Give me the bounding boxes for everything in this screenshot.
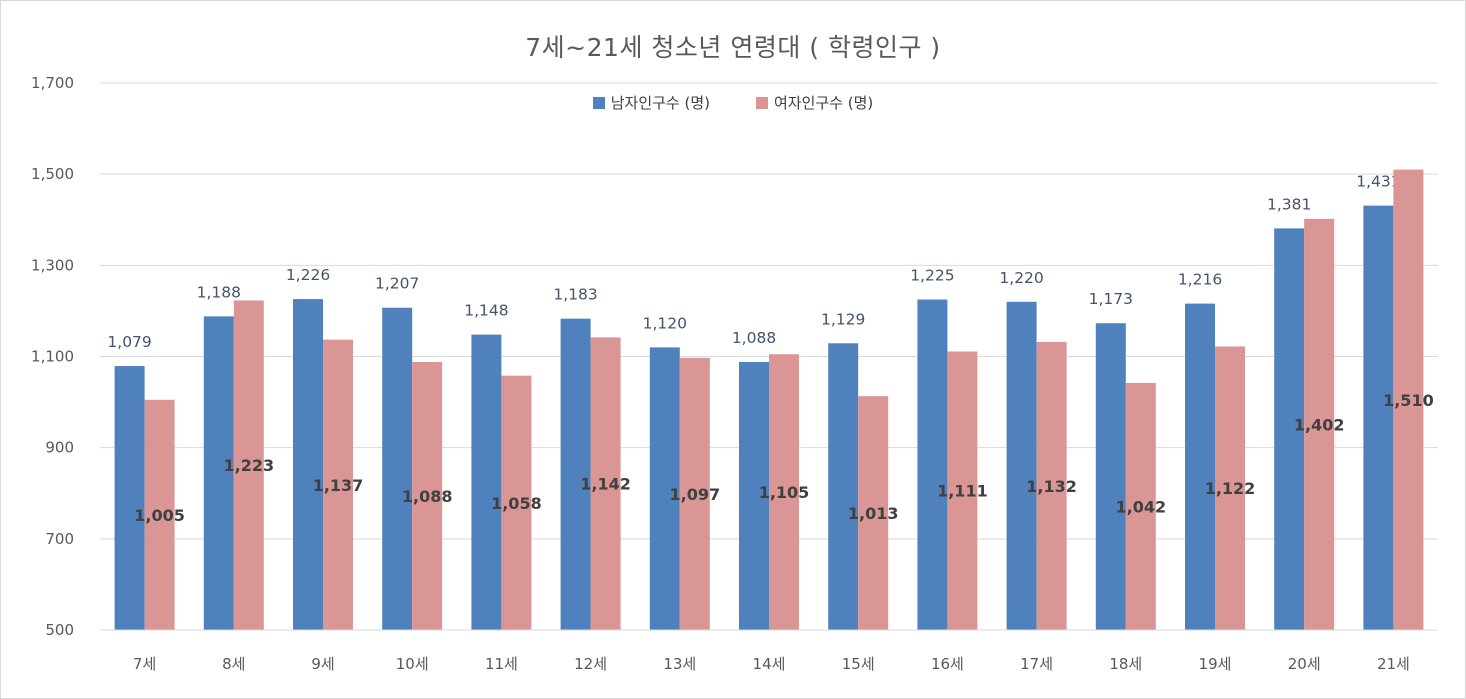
chart-legend: 남자인구수 (명) 여자인구수 (명) [0,92,1466,113]
data-label-male: 1,183 [553,286,597,304]
legend-item-female: 여자인구수 (명) [756,92,873,113]
bar-male [1274,228,1305,630]
data-label-female: 1,402 [1294,415,1345,434]
data-label-male: 1,088 [732,329,776,347]
bar-male [560,318,591,630]
data-label-female: 1,223 [223,456,274,475]
y-tick-label: 1,700 [31,74,74,92]
legend-label-male: 남자인구수 (명) [610,94,710,112]
bar-male [293,299,323,630]
data-label-female: 1,510 [1383,391,1434,410]
x-tick-label: 12세 [574,655,607,673]
data-label-male: 1,220 [999,269,1043,287]
x-tick-label: 7세 [133,655,156,673]
x-tick-label: 9세 [311,655,334,673]
x-tick-label: 11세 [485,655,518,673]
x-tick-label: 20세 [1288,655,1321,673]
data-label-female: 1,058 [491,494,542,513]
x-tick-label: 13세 [663,655,696,673]
x-tick-label: 17세 [1020,655,1053,673]
data-label-male: 1,431 [1356,173,1400,191]
y-tick-label: 1,500 [31,165,74,183]
bar-male [114,366,145,630]
data-label-male: 1,079 [107,333,151,351]
data-label-female: 1,122 [1205,479,1256,498]
data-label-male: 1,381 [1267,195,1311,213]
bar-male [1095,323,1126,630]
bar-female [233,300,264,630]
bar-female [1215,346,1245,630]
bar-female [1036,341,1067,630]
bar-female [769,354,799,630]
bar-male [1185,303,1215,630]
x-tick-label: 16세 [931,655,964,673]
data-label-male: 1,129 [821,310,865,328]
bar-female [947,351,978,630]
data-label-female: 1,142 [580,475,631,494]
data-label-male: 1,216 [1178,271,1222,289]
data-label-male: 1,188 [197,283,241,301]
legend-item-male: 남자인구수 (명) [592,92,710,113]
bar-male [739,361,769,630]
x-tick-label: 15세 [842,655,875,673]
x-tick-label: 8세 [222,655,245,673]
legend-swatch-female [756,96,768,109]
y-tick-label: 700 [45,530,74,548]
bar-male [382,307,413,630]
legend-swatch-male [592,96,605,109]
bar-male [1006,301,1037,630]
x-tick-label: 21세 [1377,655,1410,673]
bar-male [203,316,234,630]
x-tick-label: 14세 [753,655,786,673]
data-label-female: 1,042 [1115,497,1166,516]
bar-female [590,337,621,630]
bar-female [679,357,710,630]
data-label-male: 1,120 [643,314,687,332]
bar-male [1363,205,1394,630]
data-label-male: 1,226 [286,266,330,284]
x-tick-label: 19세 [1199,655,1232,673]
data-label-female: 1,088 [402,487,453,506]
bar-female [323,339,353,630]
bar-female [412,361,443,630]
bar-male [649,347,680,630]
bar-female [858,396,889,630]
chart-title: 7세~21세 청소년 연령대 ( 학령인구 ) [525,33,941,62]
data-label-female: 1,005 [134,506,185,525]
data-label-male: 1,225 [910,267,954,285]
data-label-male: 1,207 [375,275,419,293]
data-label-female: 1,097 [669,485,720,504]
data-label-male: 1,148 [464,302,508,320]
y-tick-label: 1,100 [31,348,74,366]
legend-label-female: 여자인구수 (명) [774,94,874,112]
data-label-female: 1,013 [848,504,899,523]
data-label-male: 1,173 [1089,290,1133,308]
data-label-female: 1,111 [937,482,988,501]
bar-female [1125,382,1156,630]
bar-female [501,375,532,630]
data-label-female: 1,105 [759,483,810,502]
y-tick-label: 1,300 [31,256,74,274]
data-label-female: 1,137 [313,476,364,495]
bar-male [471,334,502,630]
bar-male [828,343,859,630]
data-label-female: 1,132 [1026,477,1077,496]
bar-male [917,299,948,630]
y-tick-label: 500 [45,621,74,639]
x-tick-label: 10세 [396,655,429,673]
bar-female [1393,169,1424,630]
y-tick-label: 900 [45,439,74,457]
x-tick-label: 18세 [1109,655,1142,673]
bar-female [144,399,175,630]
bar-female [1304,218,1335,631]
